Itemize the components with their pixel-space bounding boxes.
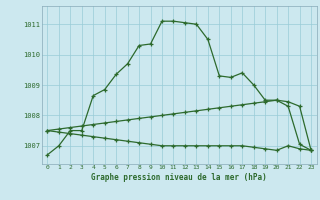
X-axis label: Graphe pression niveau de la mer (hPa): Graphe pression niveau de la mer (hPa) [91,173,267,182]
